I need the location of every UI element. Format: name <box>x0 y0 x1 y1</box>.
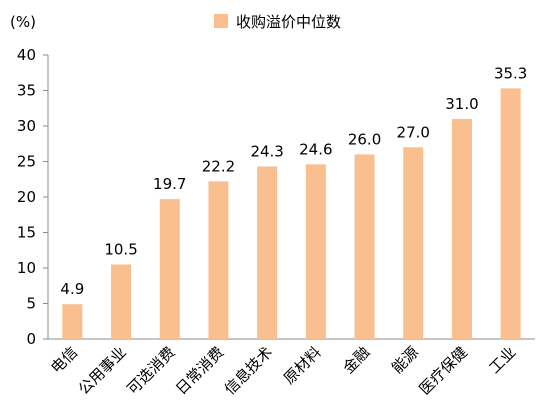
x-category-label: 可选消费 <box>123 343 178 398</box>
data-label: 31.0 <box>445 95 478 113</box>
data-label: 35.3 <box>494 64 527 82</box>
bars <box>62 88 521 340</box>
bar <box>403 147 424 339</box>
x-category-label: 公用事业 <box>75 343 130 398</box>
x-category-label: 日常消费 <box>172 343 227 398</box>
y-tick-label: 40 <box>17 46 36 64</box>
bar <box>257 166 278 339</box>
bar <box>305 164 326 339</box>
y-tick-label: 0 <box>26 330 36 348</box>
data-label: 10.5 <box>104 240 137 258</box>
data-label: 4.9 <box>60 280 84 298</box>
y-ticks: 0 5 10 15 20 25 30 35 40 <box>17 46 48 348</box>
y-tick-label: 30 <box>17 117 36 135</box>
bar <box>500 88 521 340</box>
bar <box>111 264 132 339</box>
y-tick-label: 5 <box>26 295 36 313</box>
y-tick-label: 35 <box>17 82 36 100</box>
y-tick-label: 20 <box>17 188 36 206</box>
y-unit-label: (%) <box>10 13 36 31</box>
x-category-label: 金融 <box>339 343 373 377</box>
data-label: 27.0 <box>397 123 430 141</box>
data-labels: 4.9 10.5 19.7 22.2 24.3 24.6 26.0 27.0 31.0 35.3 <box>60 64 527 298</box>
data-label: 26.0 <box>348 130 381 148</box>
data-label: 24.3 <box>250 142 283 160</box>
x-category-label: 工业 <box>486 343 520 377</box>
bar <box>159 199 180 339</box>
bar <box>451 118 472 340</box>
legend: 收购溢价中位数 <box>214 13 341 31</box>
y-tick-label: 10 <box>17 259 36 277</box>
legend-swatch <box>214 14 228 28</box>
x-category-label: 信息技术 <box>221 343 276 398</box>
bar <box>62 304 83 339</box>
x-category-label: 能源 <box>388 343 422 377</box>
bar <box>208 181 229 339</box>
data-label: 22.2 <box>202 157 235 175</box>
x-category-label: 医疗保健 <box>416 343 471 398</box>
x-category-label: 电信 <box>47 343 81 377</box>
legend-label: 收购溢价中位数 <box>236 13 341 31</box>
x-category-label: 原材料 <box>280 343 325 388</box>
y-tick-label: 25 <box>17 153 36 171</box>
y-tick-label: 15 <box>17 224 36 242</box>
bar <box>354 154 375 339</box>
data-label: 19.7 <box>153 175 186 193</box>
data-label: 24.6 <box>299 140 332 158</box>
